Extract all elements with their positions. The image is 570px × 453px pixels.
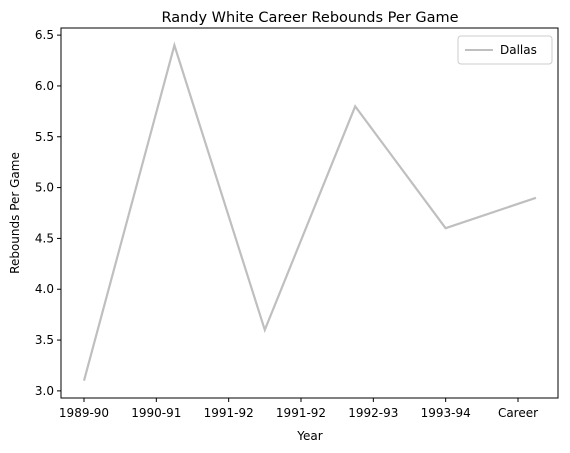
y-tick-label: 6.0 xyxy=(35,79,54,93)
legend-label-dallas: Dallas xyxy=(500,43,537,57)
legend: Dallas xyxy=(458,36,552,64)
x-tick-label: 1993-94 xyxy=(421,406,471,420)
y-tick-label: 6.5 xyxy=(35,28,54,42)
y-tick-label: 4.0 xyxy=(35,282,54,296)
x-tick-label: 1991-92 xyxy=(204,406,254,420)
y-axis: 3.0 3.5 4.0 4.5 5.0 5.5 6.0 6.5 xyxy=(35,28,61,398)
chart-title: Randy White Career Rebounds Per Game xyxy=(161,10,458,26)
y-tick-label: 3.0 xyxy=(35,384,54,398)
plot-area xyxy=(61,28,558,398)
y-axis-label: Rebounds Per Game xyxy=(8,152,22,274)
x-axis-label: Year xyxy=(296,429,322,443)
y-tick-label: 4.5 xyxy=(35,231,54,245)
x-tick-label: 1991-92 xyxy=(276,406,326,420)
x-tick-label: Career xyxy=(498,406,538,420)
y-tick-label: 3.5 xyxy=(35,333,54,347)
y-tick-label: 5.0 xyxy=(35,181,54,195)
x-tick-label: 1989-90 xyxy=(59,406,109,420)
plot-frame xyxy=(61,28,558,398)
x-tick-label: 1992-93 xyxy=(348,406,398,420)
x-tick-label: 1990-91 xyxy=(131,406,181,420)
series-layer xyxy=(84,45,536,380)
series-line-dallas xyxy=(84,45,536,380)
x-axis: 1989-90 1990-91 1991-92 1991-92 1992-93 1993-… xyxy=(59,398,538,420)
y-tick-label: 5.5 xyxy=(35,130,54,144)
